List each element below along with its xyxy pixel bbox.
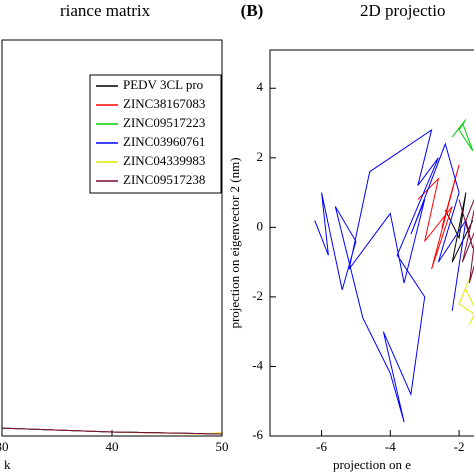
x-tick-label: -6	[316, 439, 327, 454]
panel: 2D projectio (B) -6 -4 -2 -6 -4 -2 0 2 4 projection…	[227, 1, 474, 472]
series-line	[314, 128, 467, 423]
panel-label: (B)	[241, 1, 264, 20]
series-line	[451, 119, 474, 152]
legend-box	[89, 74, 222, 194]
y-tick-label: -6	[252, 427, 263, 442]
y-tick-label: 2	[257, 149, 264, 164]
panel: riance matrix 30 40 50 k PEDV 3CL pro ZINC3816…	[0, 1, 229, 472]
series-line	[458, 266, 474, 325]
y-tick-label: 0	[257, 218, 264, 233]
x-tick-label: 30	[0, 439, 9, 454]
legend-label: PEDV 3CL pro	[123, 77, 203, 92]
y-tick-label: 4	[257, 79, 264, 94]
x-axis-label: k	[4, 457, 11, 472]
plot	[314, 119, 474, 423]
series-line	[444, 192, 474, 263]
x-tick-label: 50	[216, 439, 229, 454]
chart-title: 2D projectio	[360, 1, 445, 20]
legend-label: ZINC09517238	[123, 172, 205, 187]
legend-label: ZINC09517223	[123, 115, 205, 130]
legend-label: ZINC38167083	[123, 96, 205, 111]
x-axis-label: projection on e	[333, 457, 411, 472]
legend-label: ZINC04339983	[123, 153, 205, 168]
series-line	[458, 198, 474, 284]
x-tick-label: -4	[385, 439, 396, 454]
series-line	[417, 164, 460, 270]
plot-frame	[269, 49, 474, 437]
x-tick-label: -2	[454, 439, 465, 454]
legend-label: ZINC03960761	[123, 134, 205, 149]
x-tick-label: 40	[106, 439, 119, 454]
y-tick-label: -2	[252, 288, 263, 303]
y-tick-label: -4	[252, 357, 263, 372]
chart-title: riance matrix	[60, 1, 151, 20]
y-axis-label: projection on eigenvector 2 (nm)	[227, 157, 242, 328]
